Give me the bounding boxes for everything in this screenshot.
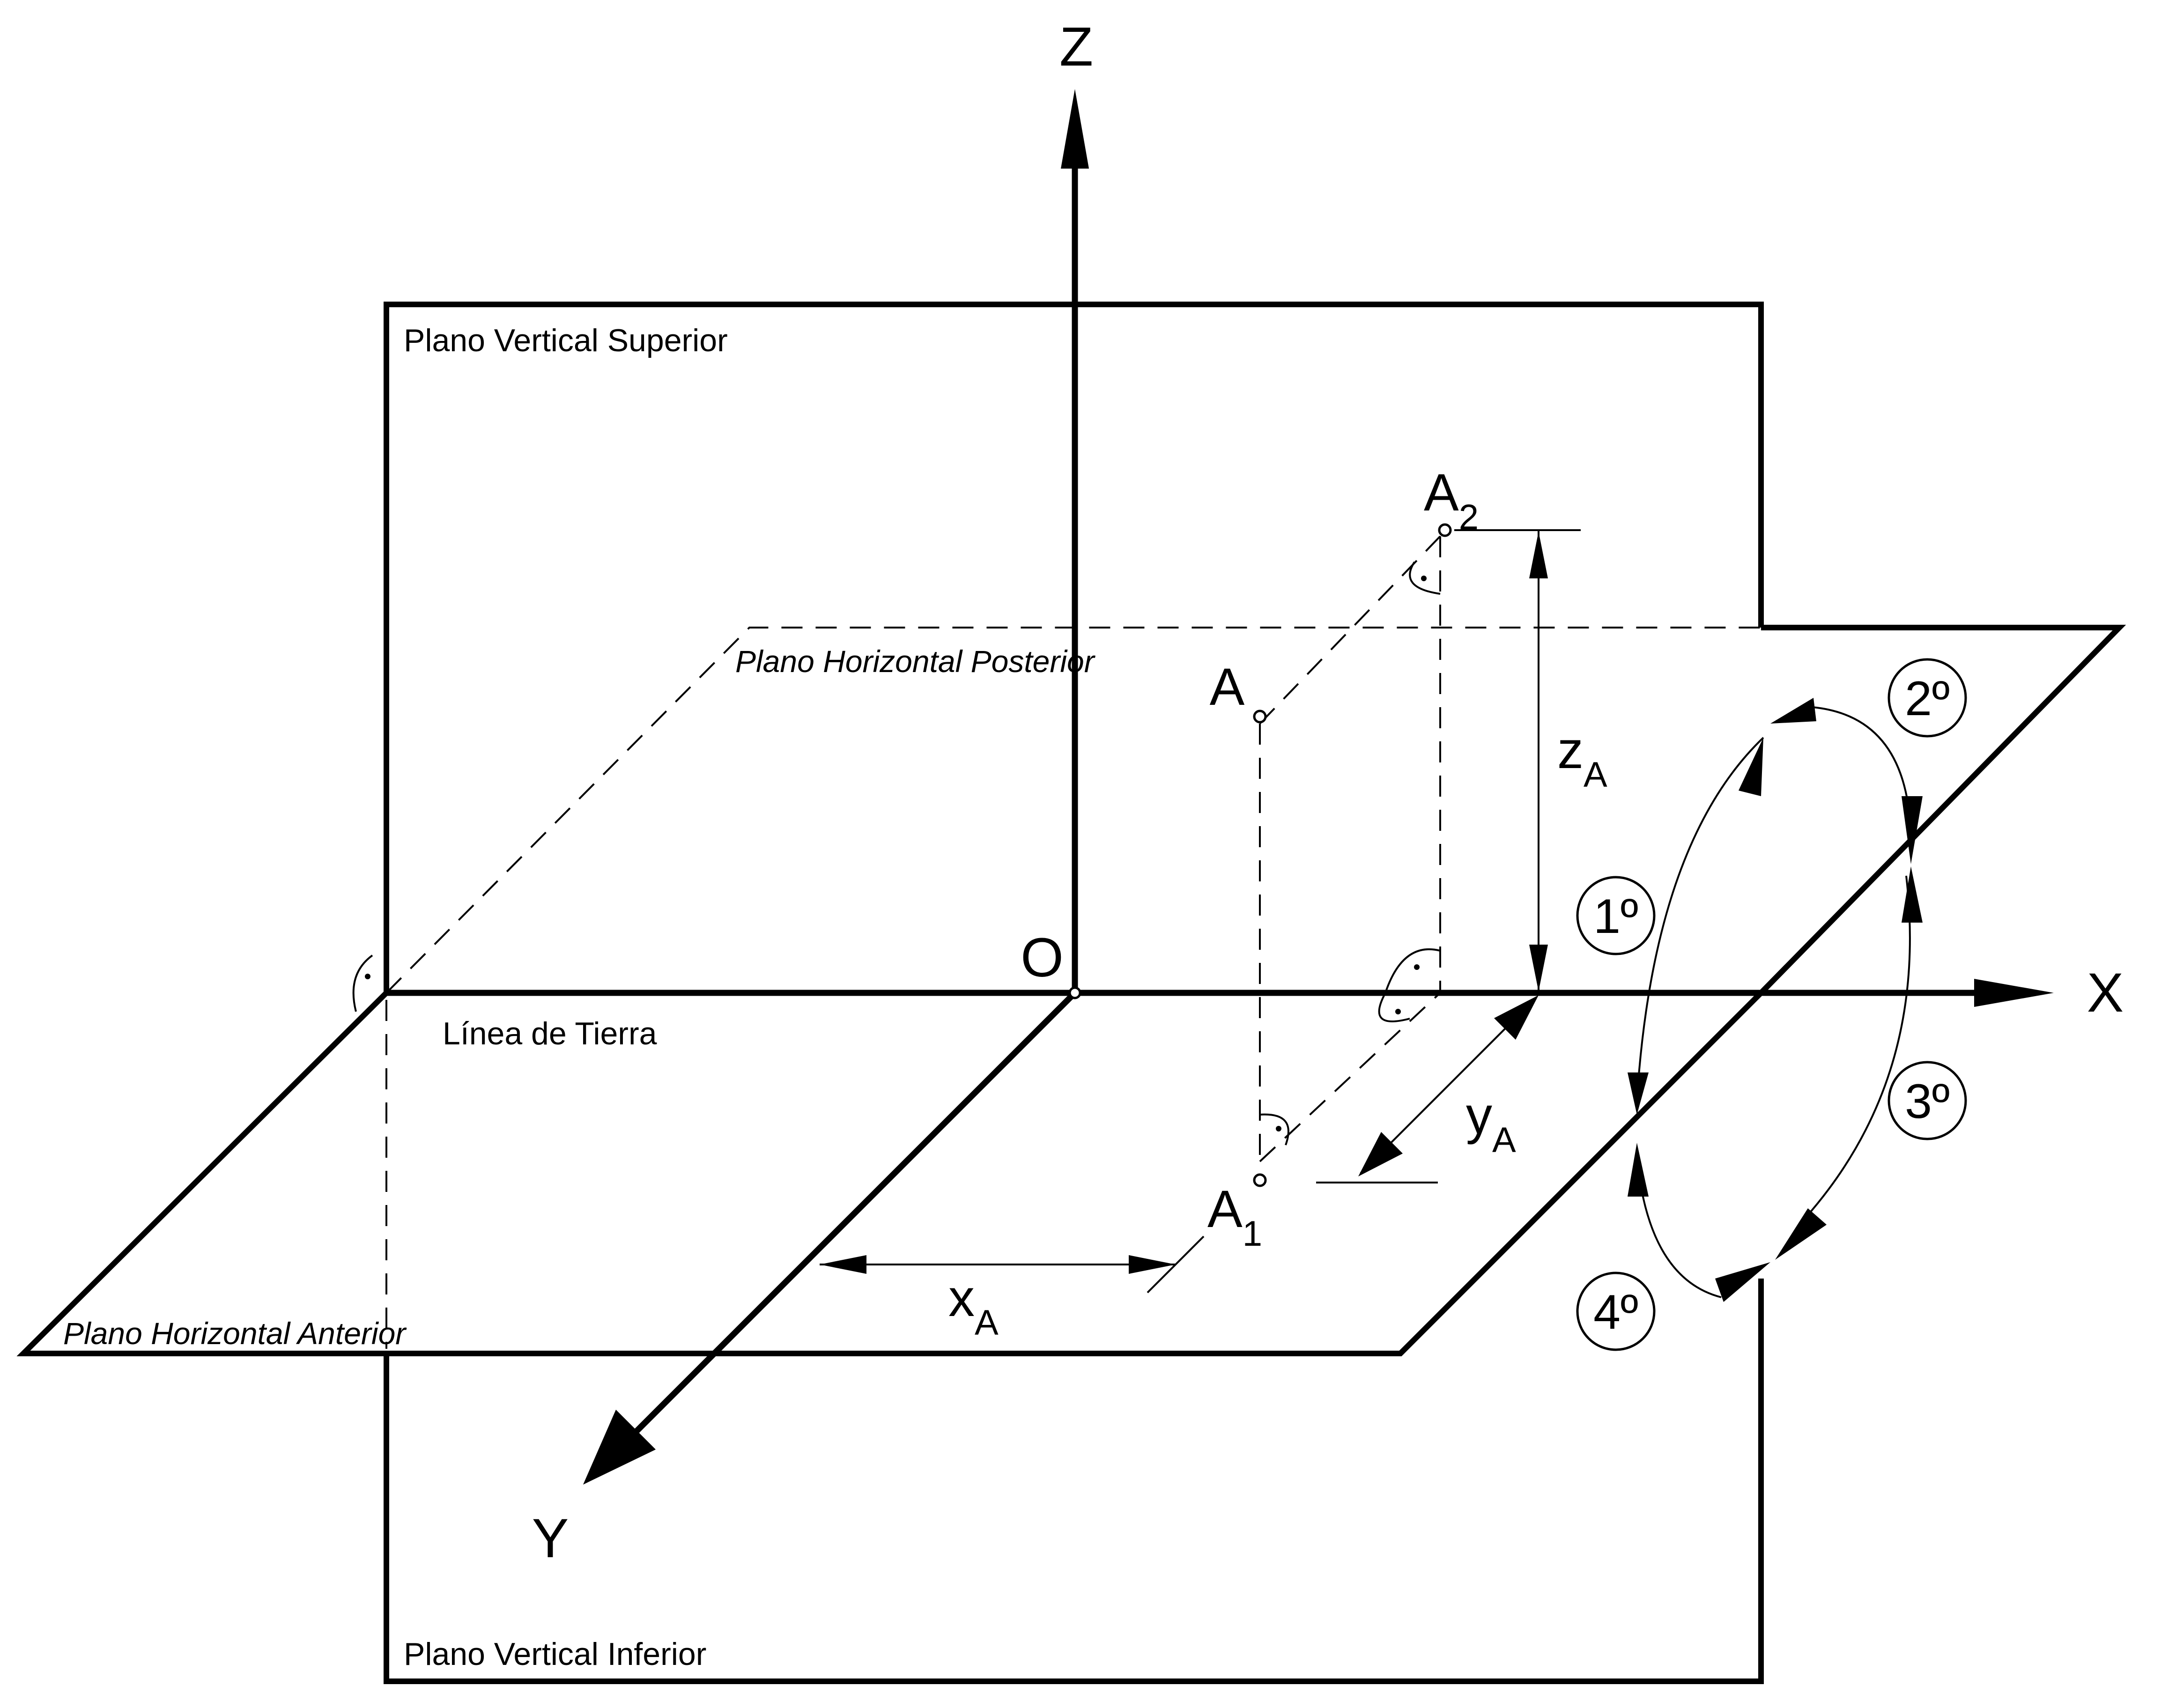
plano-horizontal-anterior-label: Plano Horizontal Anterior [63,1316,407,1351]
linea-de-tierra-label: Línea de Tierra [443,1016,657,1051]
y-axis-label: Y [532,1508,569,1569]
point-a1 [1253,1173,1267,1187]
right-angle-dot-ground-lower [1395,1009,1401,1014]
y-axis [625,991,1077,1442]
origin-label: O [1021,927,1064,989]
point-a2-label: A2 [1424,463,1479,537]
arc-arrow-2-bottom [1902,796,1923,864]
za-arrow-top [1529,532,1548,578]
projector-a-to-a2 [1259,535,1441,725]
point-a2 [1438,523,1452,537]
y-axis-arrowhead [583,1410,656,1485]
z-axis-label: Z [1059,16,1093,78]
xa-arrow-left [820,1255,866,1274]
arc-arrow-1-top [1739,738,1763,796]
quadrant-3-label: 3º [1905,1074,1950,1129]
za-label: zA [1557,721,1607,795]
arc-quadrant-4 [1636,1156,1722,1298]
origin-point [1068,986,1081,999]
ya-arrow-bottom [1358,1132,1403,1176]
arc-arrow-1-bottom [1628,1072,1649,1115]
xa-label: xA [948,1269,999,1343]
arc-quadrant-2 [1812,706,1912,839]
arc-quadrant-3 [1805,875,1911,1219]
arc-arrow-2-left [1770,698,1816,724]
point-a-label: A [1210,658,1245,716]
point-a1-label-base: A [1207,1180,1243,1238]
point-a [1253,710,1267,724]
arc-quadrant-1 [1636,737,1764,1101]
ya-arrow-top [1494,995,1539,1040]
right-angle-dot-ground-upper [1414,964,1420,970]
point-a2-label-base: A [1424,463,1459,522]
quadrant-3-badge-ring [1887,1061,1967,1140]
right-angle-mark-a2 [1409,561,1441,595]
right-angle-mark-ground-lower [1378,992,1410,1022]
arc-arrow-3-top [1902,866,1923,923]
right-angle-dot-a2 [1421,576,1427,581]
point-a2-label-subscript: 2 [1459,497,1479,537]
arc-arrow-4-right [1715,1262,1770,1302]
quadrant-1-badge-ring [1576,876,1656,955]
quadrant-4-label: 4º [1593,1285,1638,1339]
x-axis-arrowhead [1974,979,2054,1007]
right-angle-dot-planes [365,974,370,979]
za-label-base: z [1557,721,1584,779]
za-label-subscript: A [1584,755,1607,795]
right-angle-mark-planes [352,954,373,1012]
arc-arrow-3-bottom [1775,1208,1827,1260]
za-arrow-bottom [1529,945,1548,991]
plano-horizontal-posterior-label: Plano Horizontal Posterior [735,644,1096,679]
point-a1-label: A1 [1207,1180,1262,1254]
quadrant-2-label: 2º [1905,672,1950,726]
plano-vertical-inferior-outline [384,1279,1764,1684]
plano-vertical-inferior-label: Plano Vertical Inferior [404,1636,706,1672]
right-angle-mark-a1 [1259,1113,1289,1146]
projector-a1-to-ground [1259,992,1441,1162]
x-axis-label: X [2087,962,2124,1024]
ya-label: yA [1466,1086,1516,1160]
quadrant-4-badge-ring [1576,1272,1656,1351]
right-angle-dot-a1 [1276,1126,1281,1131]
ya-label-base: y [1466,1086,1492,1145]
plano-horizontal-posterior-visible-edges [1759,625,2126,995]
right-angle-mark-ground-upper [1384,948,1441,993]
xa-label-subscript: A [975,1303,999,1343]
quadrant-2-badge-ring [1887,658,1967,738]
quadrant-1-label: 1º [1593,889,1638,944]
plano-horizontal-posterior-hidden-edges [385,627,1761,994]
plano-vertical-superior-label: Plano Vertical Superior [404,323,728,358]
ya-label-subscript: A [1492,1120,1516,1160]
arc-arrow-4-top [1628,1143,1649,1197]
xa-arrow-right [1129,1255,1176,1274]
point-a1-label-subscript: 1 [1243,1214,1262,1254]
xa-label-base: x [948,1269,975,1327]
z-axis-arrowhead [1061,89,1089,169]
